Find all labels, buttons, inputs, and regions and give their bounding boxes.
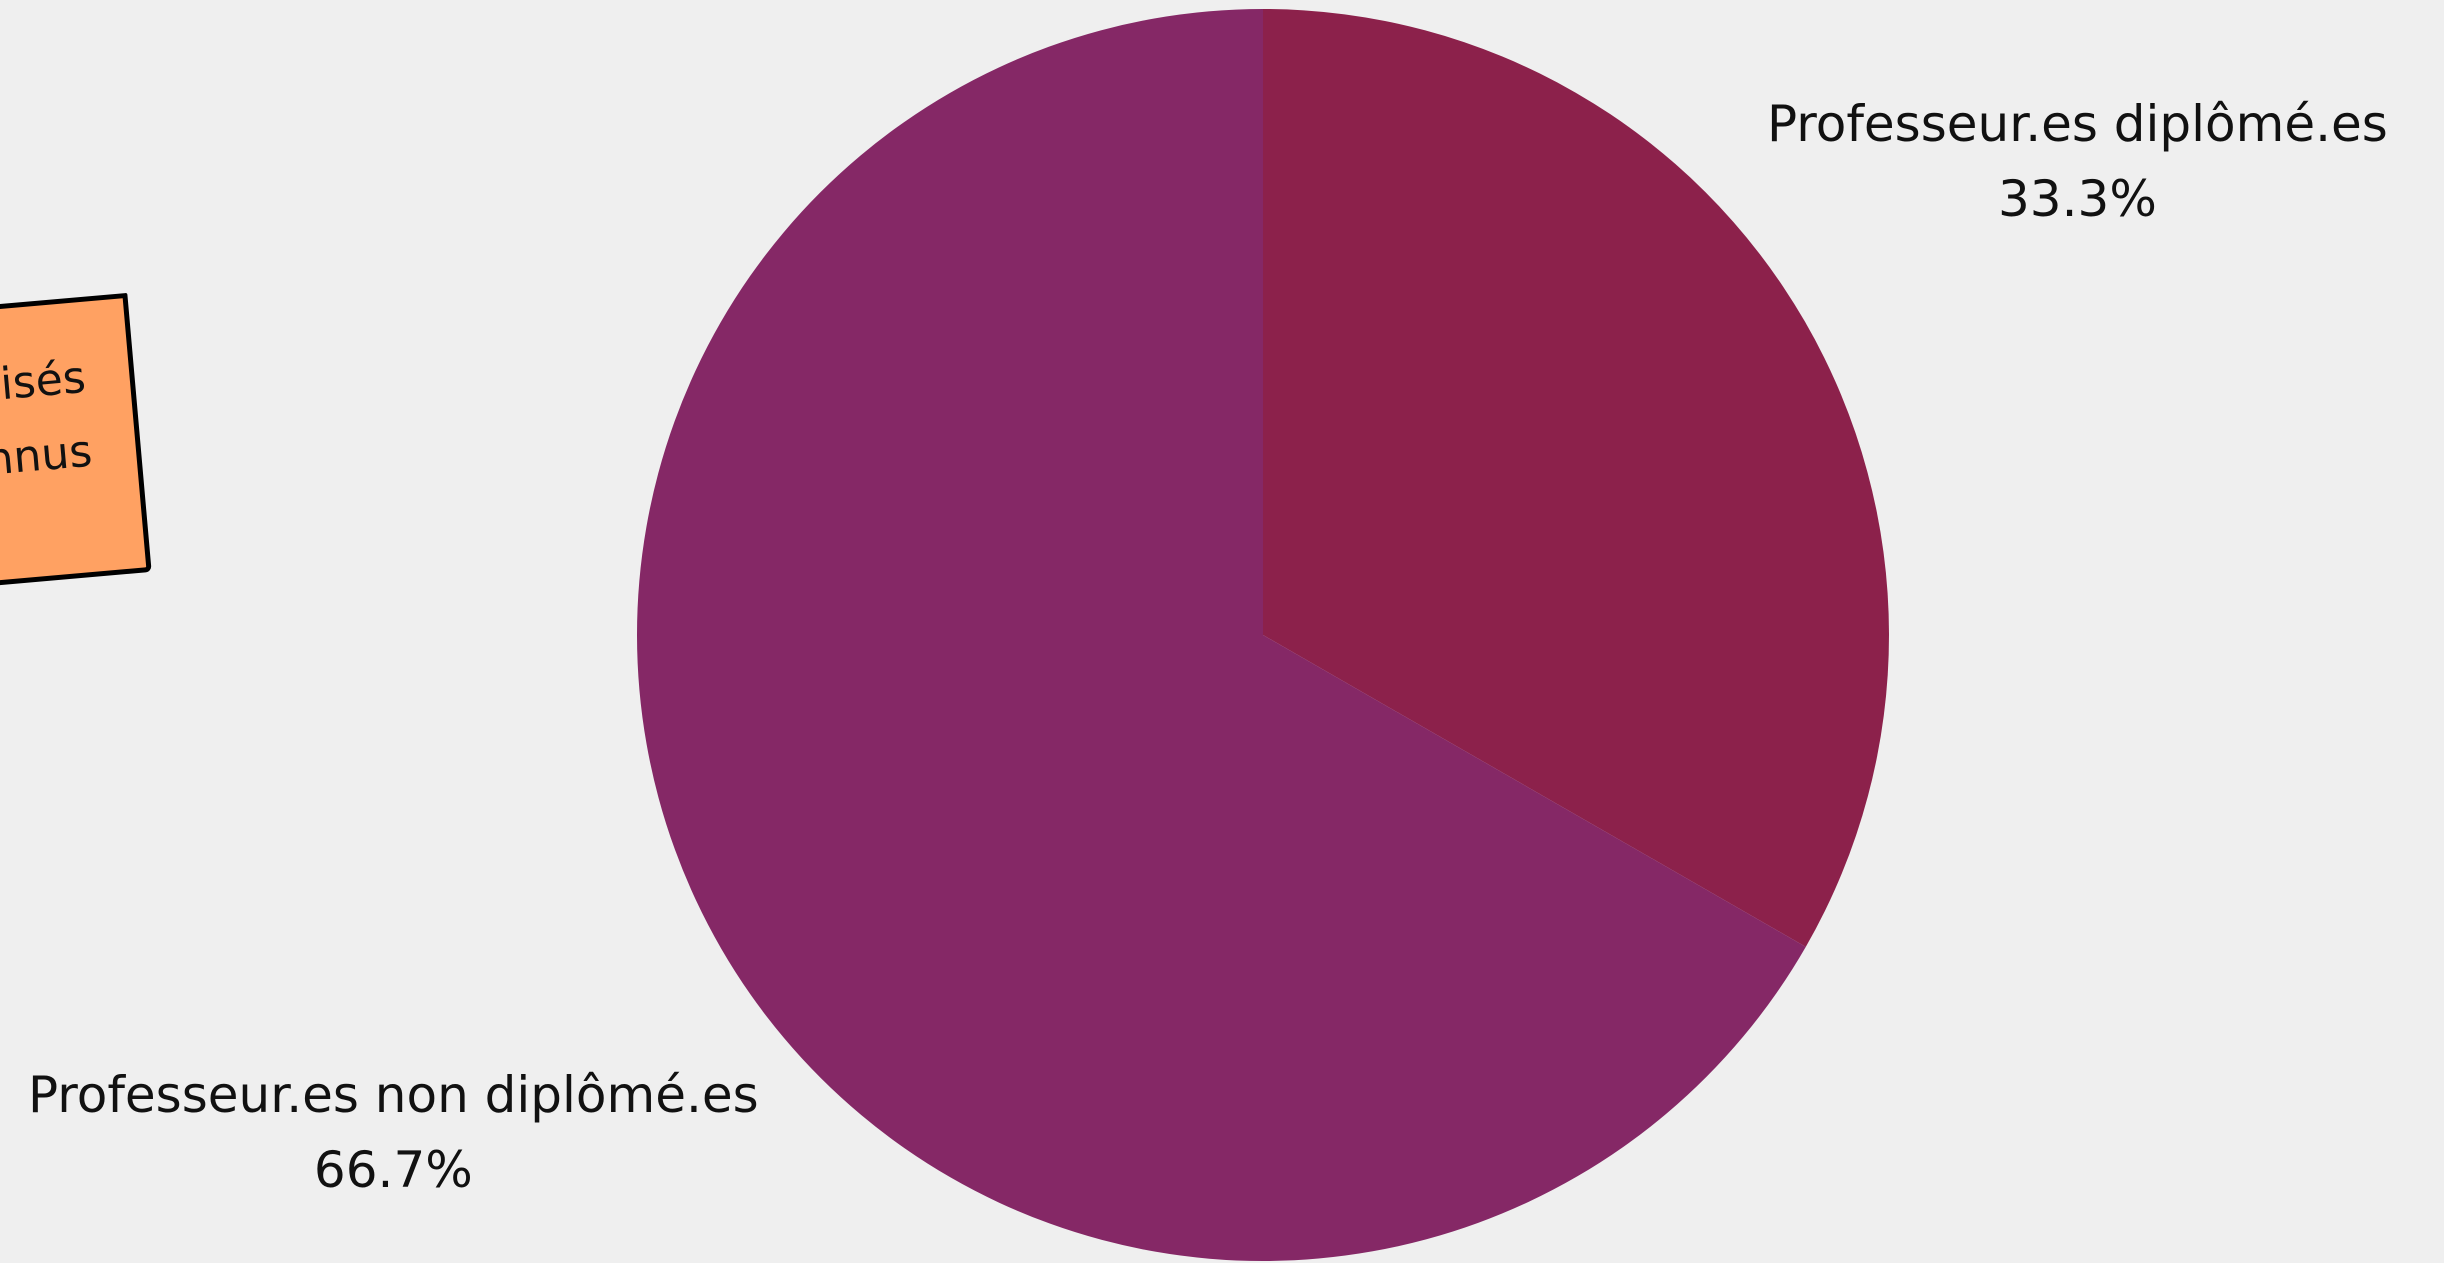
slice-label-diplomes: Professeur.es diplômé.es 33.3%: [1767, 87, 2388, 237]
slice-label-name: Professeur.es diplômé.es: [1767, 95, 2388, 153]
slice-label-percent: 66.7%: [313, 1141, 473, 1199]
sticky-note-text-line: isés: [0, 351, 88, 411]
sticky-note: isés nnus: [0, 292, 152, 598]
sticky-note-text-line: nnus: [0, 425, 95, 486]
pie-slice-1: [637, 9, 1806, 1261]
pie-slice-0: [1263, 9, 1889, 947]
slice-label-percent: 33.3%: [1997, 170, 2157, 228]
slice-label-non-diplomes: Professeur.es non diplômé.es 66.7%: [28, 1058, 759, 1208]
slice-label-name: Professeur.es non diplômé.es: [28, 1066, 759, 1124]
